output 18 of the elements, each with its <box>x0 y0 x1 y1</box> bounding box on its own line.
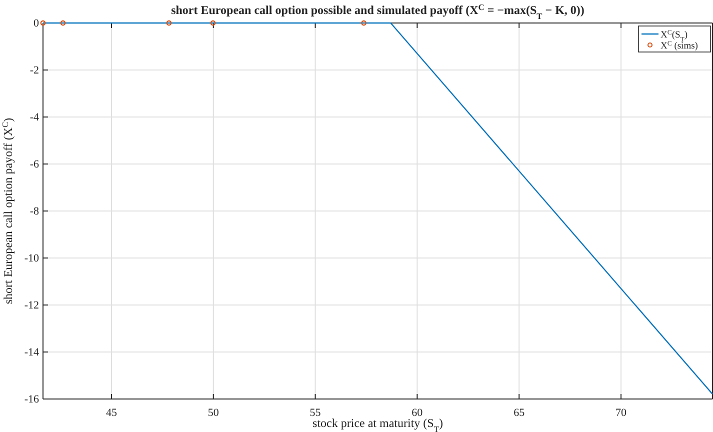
x-tick-label: 70 <box>615 406 627 419</box>
y-tick-label: -10 <box>24 252 40 265</box>
x-tick-label: 50 <box>208 406 220 419</box>
y-tick-label: -12 <box>24 300 39 312</box>
x-tick-label: 55 <box>310 406 322 419</box>
y-tick-label: -16 <box>24 394 40 406</box>
y-tick-label: -6 <box>30 158 40 171</box>
y-tick-label: 0 <box>34 18 40 30</box>
y-tick-label: -14 <box>24 346 40 359</box>
chart-title: short European call option possible and simulated payoff (X$^{C}$ = −max(S$_{T}$ − K, 0)) <box>171 2 584 20</box>
x-tick-label: 45 <box>106 406 118 419</box>
legend-label: X$^{C}$ (sims) <box>660 40 698 52</box>
y-tick-label: -8 <box>30 206 40 218</box>
x-tick-label: 60 <box>412 406 424 419</box>
x-tick-label: 65 <box>514 406 526 419</box>
y-tick-label: -4 <box>30 112 40 124</box>
x-axis-title: stock price at maturity (S$_{T}$) <box>312 416 443 432</box>
y-tick-label: -2 <box>30 64 39 77</box>
